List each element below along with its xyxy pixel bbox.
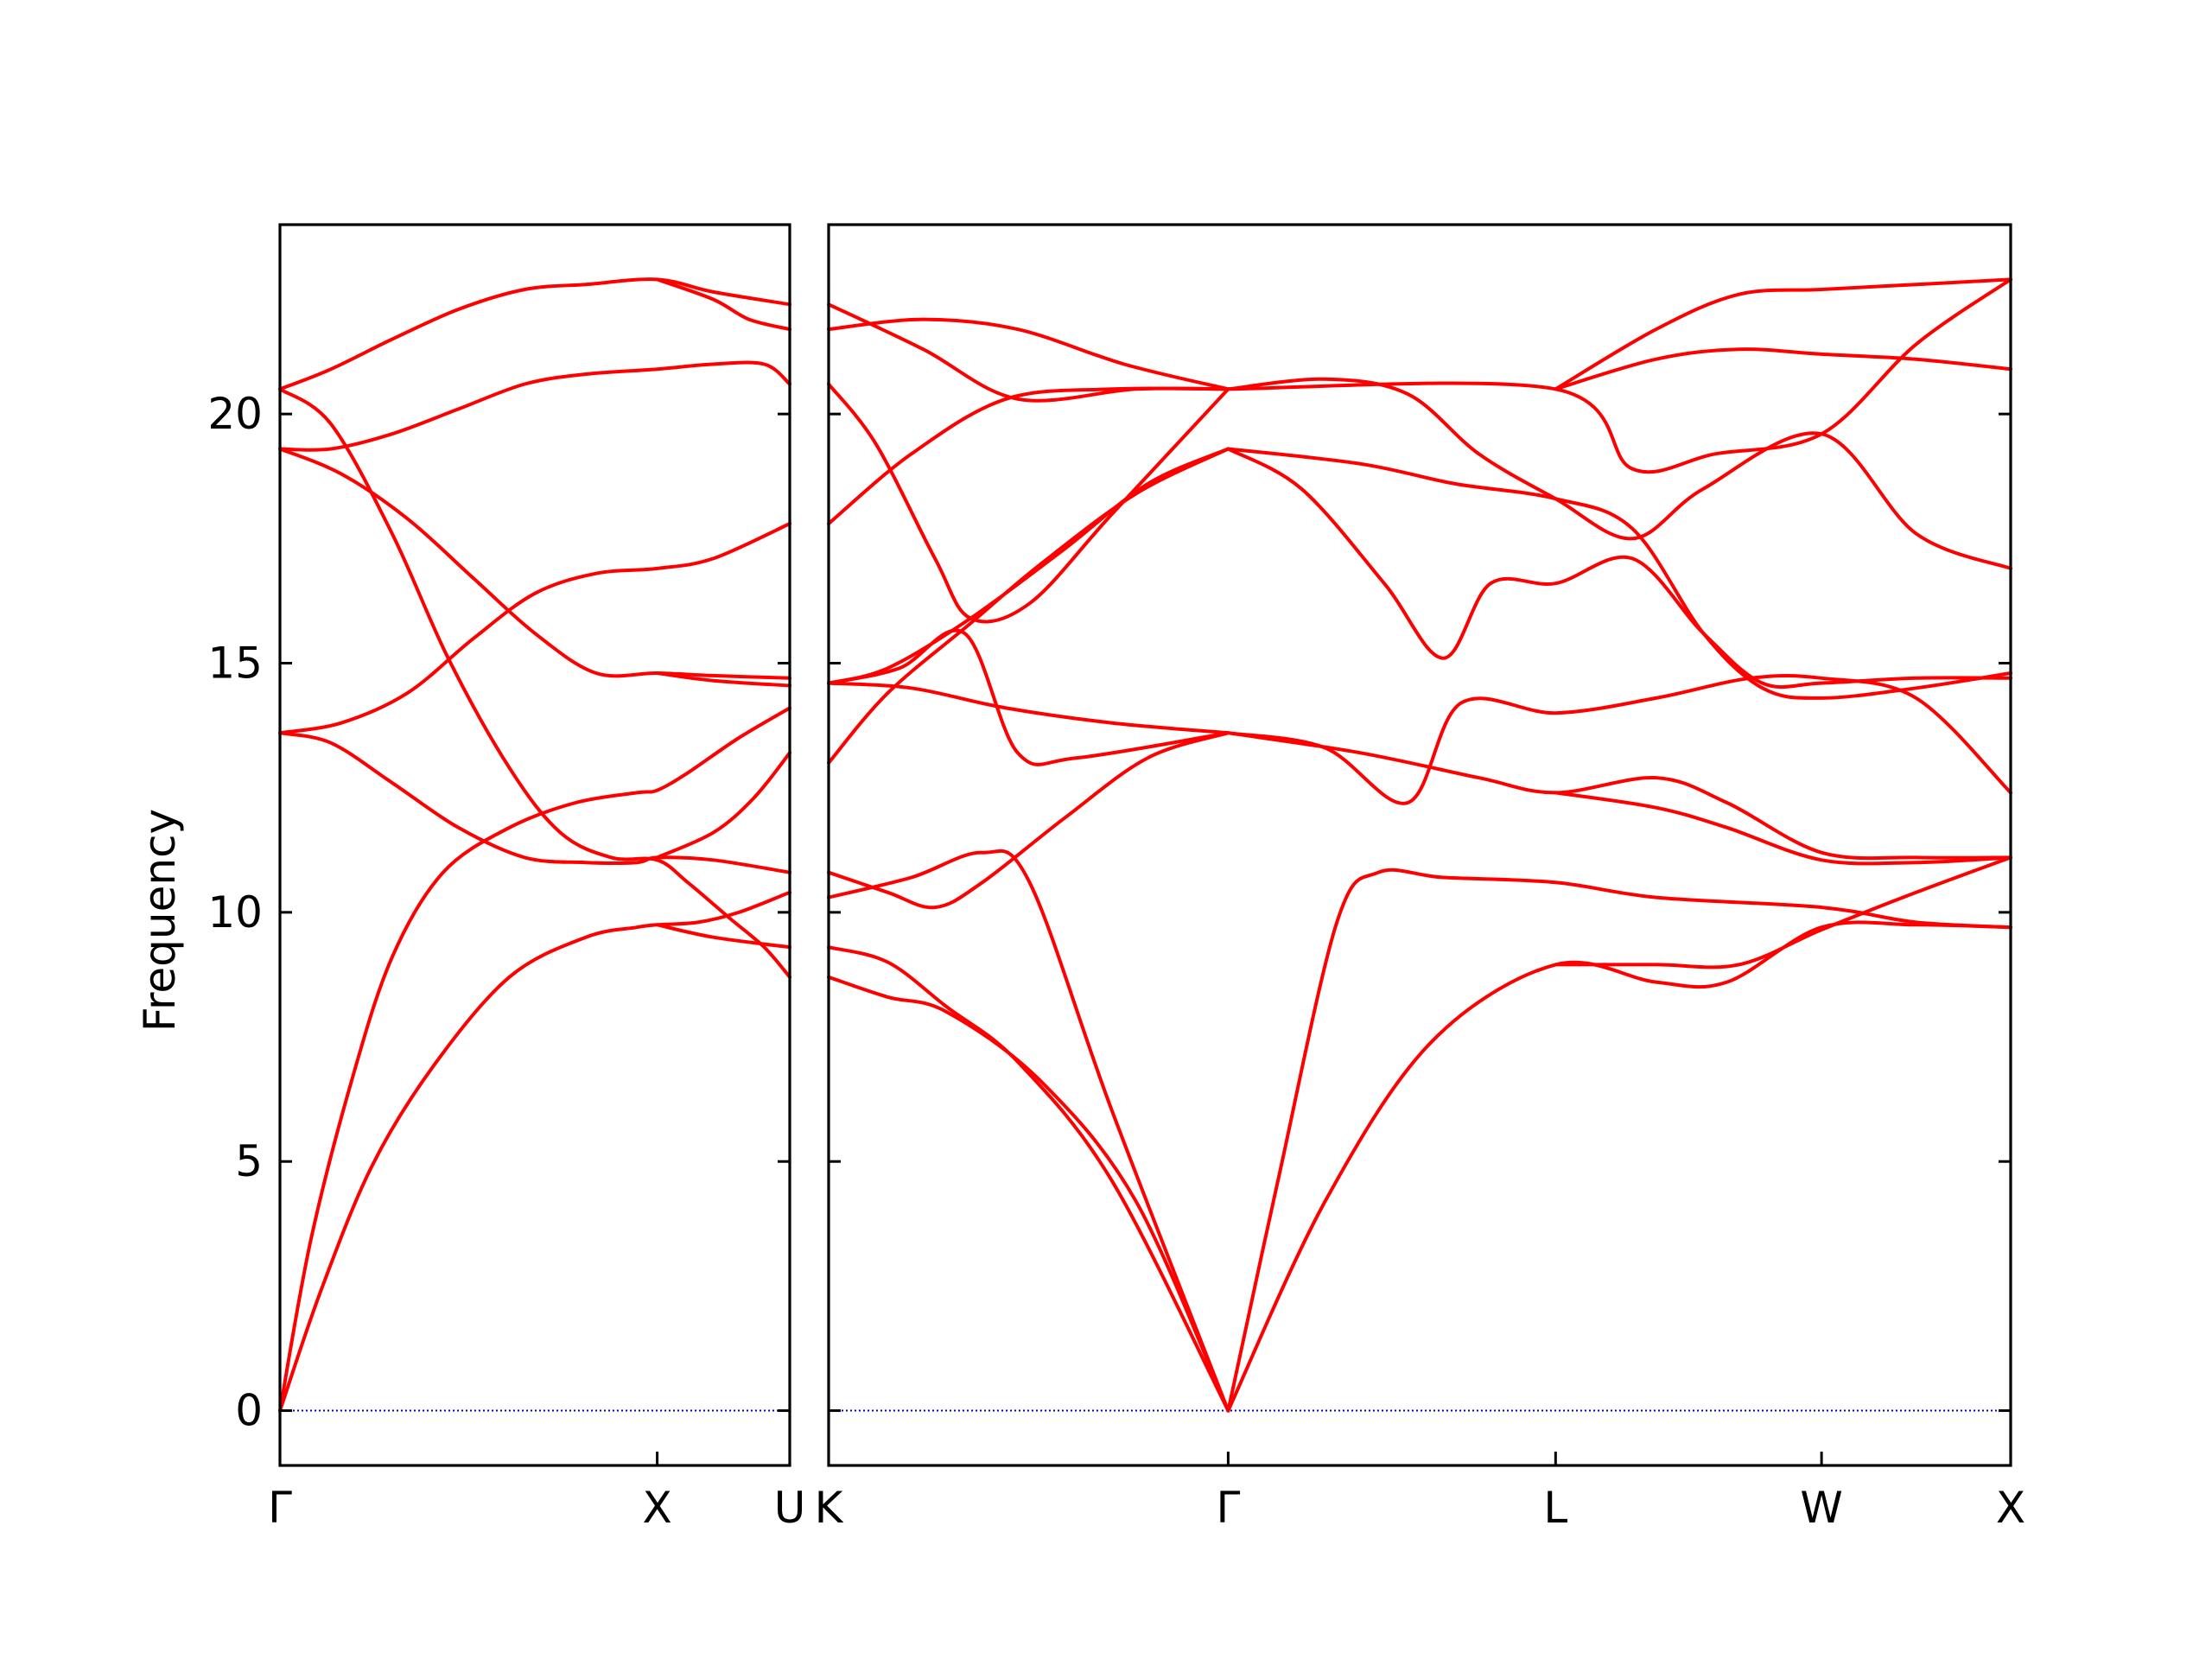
y-axis-label: Frequency — [135, 809, 185, 1032]
y-tick-label: 15 — [207, 639, 263, 689]
left-band-5 — [278, 447, 791, 680]
right-y-ticks — [829, 412, 2011, 1413]
right-band-14 — [1226, 920, 2012, 1413]
left-band-6 — [278, 360, 791, 452]
right-band-15 — [1554, 855, 2012, 969]
y-tick-label: 20 — [207, 389, 263, 439]
x-tick-label: Γ — [268, 1483, 292, 1533]
left-band-10 — [655, 751, 791, 860]
x-tick-label: W — [1800, 1483, 1842, 1533]
x-tick-label: L — [1543, 1483, 1567, 1533]
left-band-9 — [655, 923, 791, 950]
right-band-21 — [1226, 377, 2012, 570]
right-band-17 — [1226, 731, 2012, 861]
right-band-18 — [1554, 791, 2012, 866]
x-tick-label: K — [815, 1483, 844, 1533]
right-band-10 — [827, 302, 1230, 403]
left-plot-frame — [278, 223, 791, 1467]
y-tick-label: 0 — [235, 1386, 263, 1436]
x-tick-label: U — [774, 1483, 806, 1533]
left-band-11 — [655, 671, 791, 688]
left-band-7 — [278, 277, 791, 391]
right-band-6 — [827, 681, 1230, 735]
y-tick-label: 5 — [235, 1136, 263, 1186]
left-band-2 — [278, 706, 791, 1413]
y-axis: 0 5 10 15 20 — [207, 389, 790, 1436]
right-band-23 — [1554, 347, 2012, 391]
right-band-20 — [1226, 447, 2012, 700]
right-bands — [827, 277, 2012, 1465]
left-band-3 — [278, 731, 791, 874]
left-panel: 0 5 10 15 20 Γ X U — [207, 223, 805, 1533]
right-band-1 — [827, 975, 1230, 1413]
left-bands — [278, 277, 791, 1465]
x-tick-label: Γ — [1216, 1483, 1240, 1533]
right-band-22 — [1226, 277, 2012, 474]
y-tick-label: 10 — [207, 887, 263, 938]
right-band-9 — [827, 317, 1230, 391]
left-band-12 — [655, 277, 791, 332]
right-band-2 — [827, 945, 1230, 1413]
right-band-13 — [1226, 868, 2012, 1413]
x-tick-label: X — [1996, 1483, 2025, 1533]
right-band-24 — [1554, 277, 2012, 391]
right-band-11 — [827, 382, 1230, 624]
left-band-1 — [278, 890, 791, 1413]
right-plot-frame — [827, 223, 2012, 1467]
right-band-16 — [1226, 673, 2012, 805]
left-band-8 — [278, 387, 791, 979]
right-band-3 — [827, 849, 1230, 1413]
x-tick-label: X — [642, 1483, 671, 1533]
right-band-12 — [827, 447, 1230, 765]
right-band-7 — [827, 447, 1230, 685]
right-band-5 — [827, 628, 1230, 766]
left-band-4 — [278, 522, 791, 735]
right-band-4 — [827, 731, 1230, 910]
right-band-19 — [1226, 447, 2012, 690]
